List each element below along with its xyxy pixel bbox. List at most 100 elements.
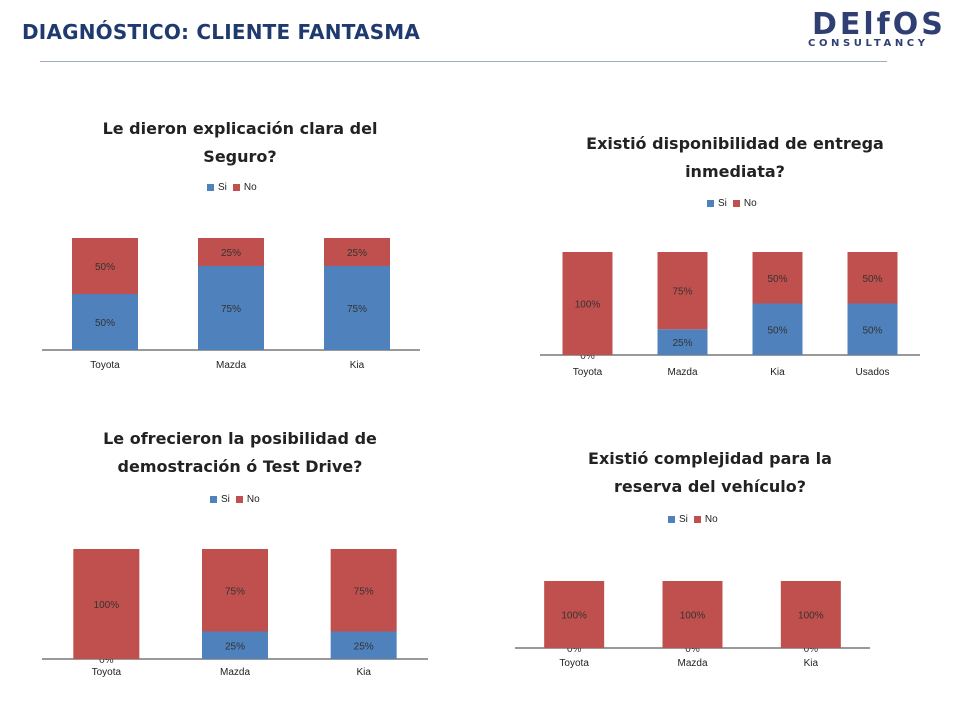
bar-si <box>198 266 264 350</box>
header-divider <box>40 61 887 62</box>
chart-legend: Si No <box>668 514 718 525</box>
chart-title-line-1: Le dieron explicación clara del <box>102 119 378 138</box>
chart-title: Existió complejidad para la reserva del … <box>520 445 900 501</box>
data-label: 75% <box>225 586 245 597</box>
chart-title: Le dieron explicación clara del Seguro? <box>60 115 420 171</box>
data-label: 100% <box>575 300 601 311</box>
chart-title: Existió disponibilidad de entrega inmedi… <box>540 130 930 186</box>
legend-swatch-si <box>210 496 217 503</box>
legend-label-si: Si <box>218 182 227 193</box>
category-label: Kia <box>356 667 371 678</box>
bar-si <box>324 266 390 350</box>
legend-swatch-si <box>207 184 214 191</box>
logo-main-text: DElfOS <box>812 7 946 42</box>
legend-label-no: No <box>246 494 260 505</box>
legend-label-no: No <box>704 514 718 525</box>
data-label: 0% <box>99 655 114 666</box>
data-label: 100% <box>561 611 587 622</box>
bar-si <box>847 303 898 355</box>
bar-no <box>198 238 264 266</box>
logo-sub-text: CONSULTANCY <box>808 38 929 49</box>
data-label: 50% <box>767 274 787 285</box>
category-label: Mazda <box>216 360 246 371</box>
data-label: 100% <box>680 611 706 622</box>
data-label: 50% <box>767 325 787 336</box>
bar-no <box>657 252 708 330</box>
legend-swatch-no <box>235 496 243 503</box>
bar-si <box>330 631 397 659</box>
category-label: Kia <box>770 367 785 378</box>
data-label: 0% <box>580 351 595 362</box>
category-label: Mazda <box>667 367 697 378</box>
category-label: Toyota <box>573 367 603 378</box>
legend-label-si: Si <box>718 198 727 209</box>
legend-label-si: Si <box>221 494 230 505</box>
delfos-logo: DElfOS CONSULTANCY <box>798 8 948 50</box>
bar-si <box>72 294 138 350</box>
chart-title-line-2: Seguro? <box>203 147 277 166</box>
chart-title: Le ofrecieron la posibilidad de demostra… <box>50 425 430 481</box>
data-label: 75% <box>672 287 692 298</box>
bar-no <box>780 581 841 648</box>
category-label: Usados <box>856 367 890 378</box>
data-label: 50% <box>862 274 882 285</box>
category-label: Toyota <box>90 360 120 371</box>
bar-si <box>657 329 708 355</box>
chart-title-line-1: Existió disponibilidad de entrega <box>586 134 884 153</box>
legend-swatch-si <box>707 200 714 207</box>
legend-swatch-no <box>693 516 701 523</box>
chart-legend: Si No <box>707 198 757 209</box>
bar-no <box>324 238 390 266</box>
data-label: 25% <box>225 641 245 652</box>
category-label: Kia <box>350 360 365 371</box>
data-label: 100% <box>798 611 824 622</box>
data-label: 25% <box>347 248 367 259</box>
bar-no <box>847 252 898 304</box>
bar-si <box>752 303 803 355</box>
category-label: Mazda <box>677 658 707 669</box>
legend-swatch-no <box>232 184 240 191</box>
legend-swatch-si <box>668 516 675 523</box>
data-label: 50% <box>95 262 115 273</box>
category-label: Toyota <box>92 667 122 678</box>
chart-title-line-1: Le ofrecieron la posibilidad de <box>103 429 377 448</box>
chart-title-line-2: inmediata? <box>685 162 785 181</box>
chart-legend: Si No <box>207 182 257 193</box>
bar-no <box>330 549 397 632</box>
bar-no <box>72 238 138 294</box>
bar-no <box>752 252 803 304</box>
bar-no <box>202 549 268 632</box>
data-label: 75% <box>354 586 374 597</box>
bar-no <box>544 581 605 648</box>
data-label: 75% <box>221 304 241 315</box>
data-label: 25% <box>354 641 374 652</box>
chart-title-line-2: reserva del vehículo? <box>614 477 806 496</box>
category-label: Toyota <box>559 658 589 669</box>
data-label: 0% <box>685 644 700 655</box>
data-label: 25% <box>221 248 241 259</box>
legend-label-si: Si <box>679 514 688 525</box>
bar-no <box>562 252 613 355</box>
legend-swatch-no <box>732 200 740 207</box>
chart-title-line-2: demostración ó Test Drive? <box>117 457 363 476</box>
category-label: Kia <box>804 658 819 669</box>
legend-label-no: No <box>243 182 257 193</box>
bar-no <box>73 549 140 659</box>
data-label: 25% <box>672 338 692 349</box>
page-title: DIAGNÓSTICO: CLIENTE FANTASMA <box>22 20 421 44</box>
data-label: 50% <box>95 318 115 329</box>
data-label: 0% <box>804 644 819 655</box>
legend-label-no: No <box>743 198 757 209</box>
category-label: Mazda <box>220 667 250 678</box>
chart-legend: Si No <box>210 494 260 505</box>
data-label: 50% <box>862 325 882 336</box>
data-label: 100% <box>94 600 120 611</box>
